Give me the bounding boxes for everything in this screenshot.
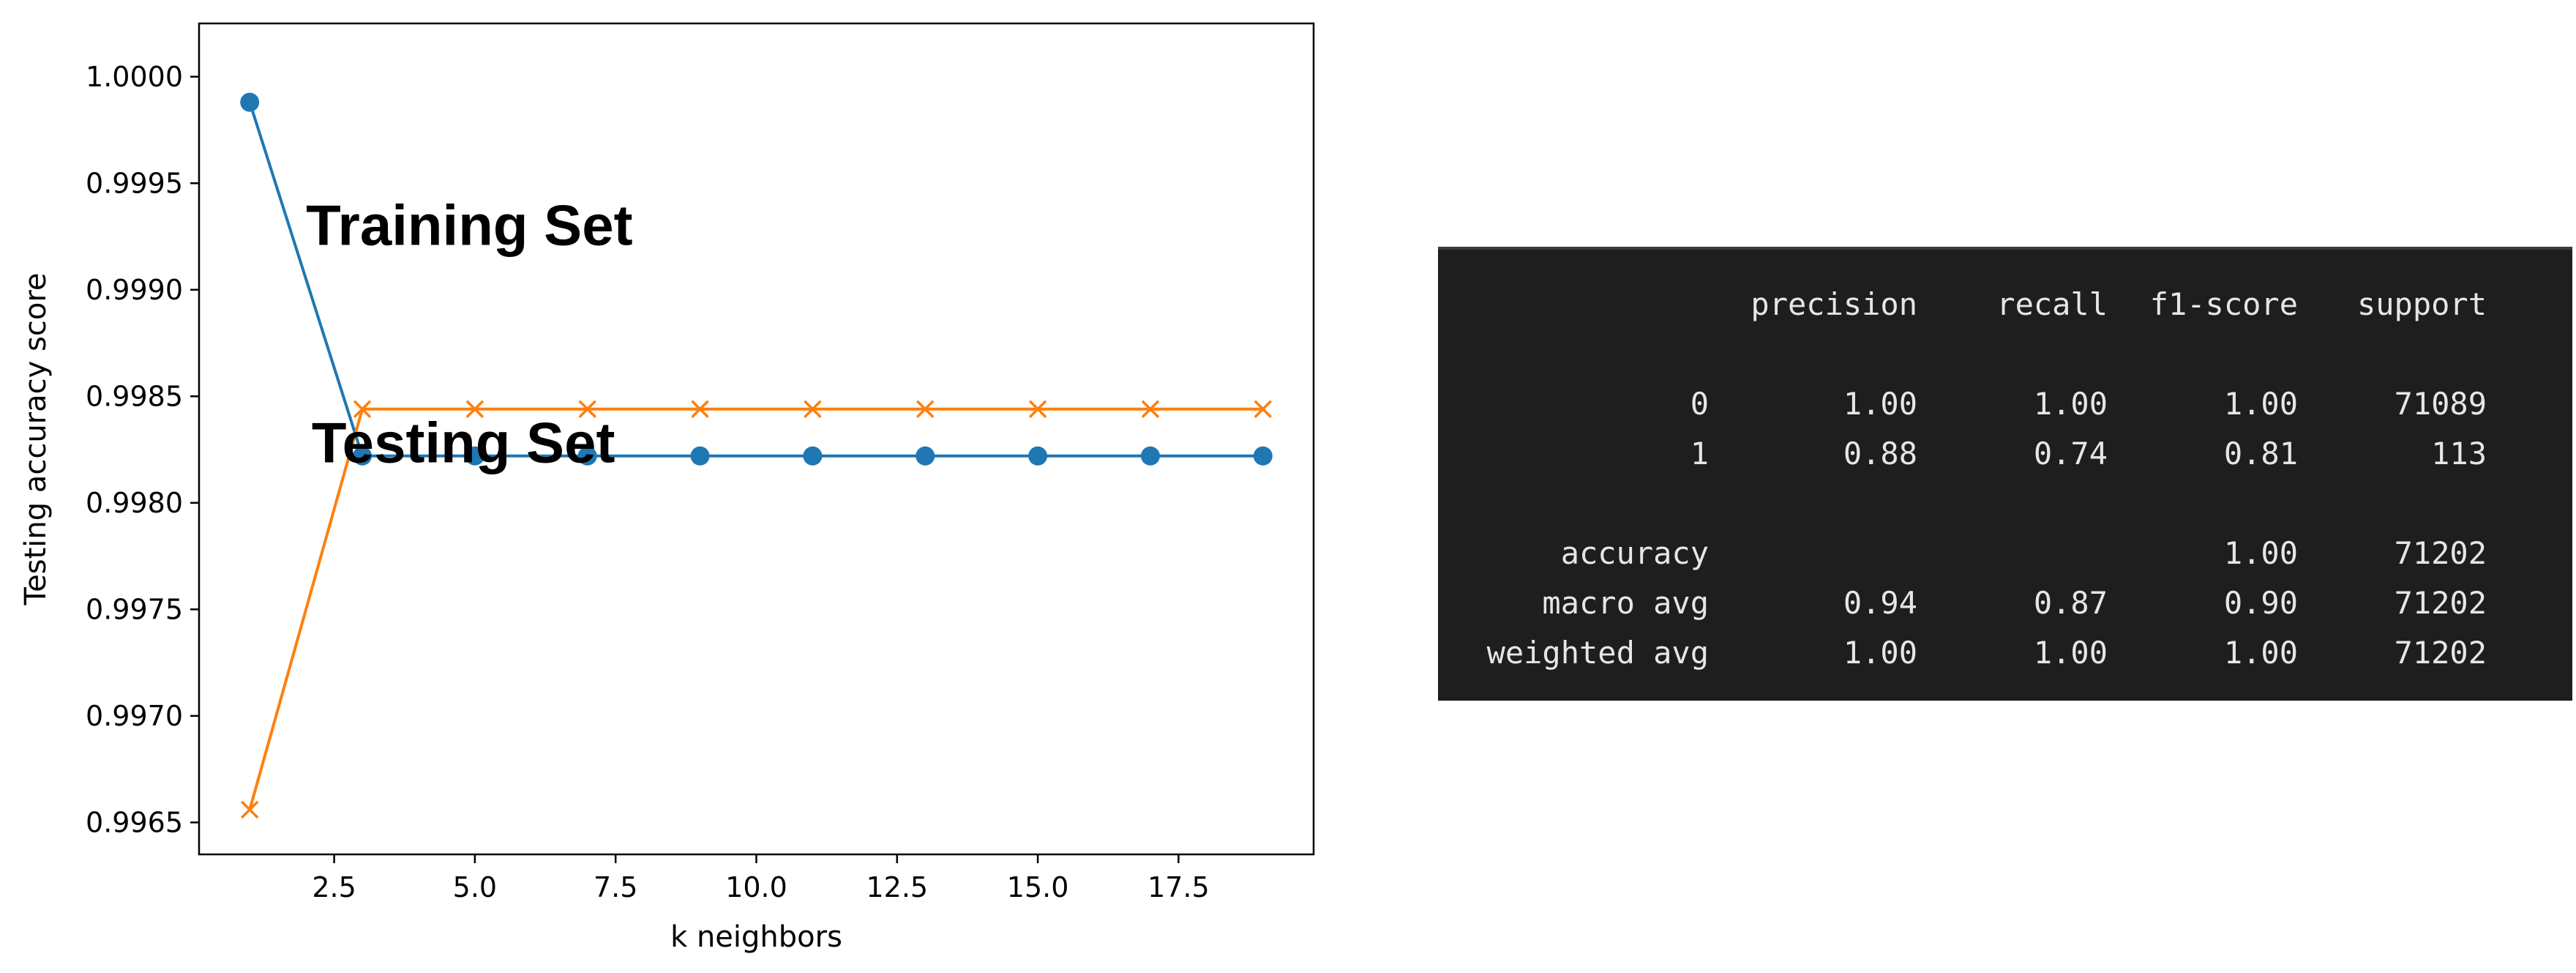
report-row-label: accuracy: [1560, 534, 1709, 571]
report-header-precision: precision: [1751, 286, 1917, 322]
report-row-accuracy: accuracy 1.00 71202: [1438, 528, 2487, 578]
report-cell-recall: 0.87: [2033, 584, 2108, 621]
series-1-point: [1028, 400, 1047, 418]
y-tick-label: 0.9995: [86, 167, 183, 199]
series-1-point: [465, 400, 484, 418]
report-cell-precision: 1.00: [1843, 634, 1917, 671]
x-tick-label: 15.0: [1007, 871, 1069, 903]
report-cell-precision: 0.88: [1843, 435, 1917, 471]
report-cell-f1-score: 1.00: [2223, 534, 2298, 571]
y-tick-label: 1.0000: [86, 61, 183, 93]
report-row-label: 0: [1690, 385, 1709, 422]
report-header-recall: recall: [1996, 286, 2108, 322]
series-0-point: [1140, 446, 1160, 466]
x-tick-label: 2.5: [312, 871, 356, 903]
series-1-point: [804, 400, 822, 418]
x-tick-label: 12.5: [866, 871, 928, 903]
series-0-point: [353, 446, 372, 466]
report-cell-f1-score: 0.90: [2223, 584, 2298, 621]
x-tick-label: 7.5: [594, 871, 637, 903]
y-tick-label: 0.9985: [86, 380, 183, 412]
y-tick-label: 0.9980: [86, 487, 183, 519]
report-cell-support: 113: [2431, 435, 2487, 471]
y-axis-title: Testing accuracy score: [19, 272, 53, 605]
report-cell-support: 71202: [2394, 584, 2487, 621]
report-cell-support: 71202: [2394, 534, 2487, 571]
report-row-label: weighted avg: [1486, 634, 1709, 671]
annotation-label: Testing Set: [312, 411, 615, 475]
series-0-point: [465, 446, 484, 466]
report-cell-f1-score: 1.00: [2223, 385, 2298, 422]
report-header-cell: [1438, 279, 1709, 329]
report-header-row: precision recall f1-score support: [1438, 279, 2487, 329]
series-1-point: [691, 400, 709, 418]
report-row-class-0: 0 1.00 1.00 1.00 71089: [1438, 379, 2487, 428]
report-row-class-1: 1 0.88 0.74 0.81 113: [1438, 428, 2487, 478]
x-tick-label: 10.0: [725, 871, 787, 903]
knn-accuracy-chart: 2.5 5.0 7.5 10.0 12.5 15.0 17.5 0.9965 0.9970 0.9…: [19, 22, 1315, 954]
annotation-label: Training Set: [306, 193, 632, 258]
x-axis-title: k neighbors: [670, 920, 842, 954]
report-row-macro-avg: macro avg 0.94 0.87 0.90 71202: [1438, 578, 2487, 627]
series-0-line: [248, 102, 1263, 458]
report-cell-support: 71089: [2394, 385, 2487, 422]
series-0-point: [240, 92, 260, 112]
report-header-f1-score: f1-score: [2149, 286, 2298, 322]
report-cell-recall: 1.00: [2033, 634, 2108, 671]
x-tick-label: 5.0: [453, 871, 497, 903]
report-cell-precision: 0.94: [1843, 584, 1917, 621]
report-header-support: support: [2356, 286, 2487, 322]
report-cell-precision: 1.00: [1843, 385, 1917, 422]
series-1-point: [240, 800, 259, 819]
report-spacer-row: [1438, 478, 2487, 528]
series-0-point: [577, 446, 597, 466]
series-1-line: [248, 407, 1263, 810]
series-0-point: [1253, 446, 1273, 466]
report-cell-f1-score: 1.00: [2223, 634, 2298, 671]
report-cell-recall: 1.00: [2033, 385, 2108, 422]
series-1-point: [353, 400, 372, 418]
classification-report-panel: precision recall f1-score support 0 1.00…: [1438, 247, 2572, 701]
report-row-weighted-avg: weighted avg 1.00 1.00 1.00 71202: [1438, 627, 2487, 677]
y-tick-label: 0.9965: [86, 806, 183, 838]
x-tick-label: 17.5: [1147, 871, 1210, 903]
series-1-point: [578, 400, 596, 418]
report-cell-recall: 0.74: [2033, 435, 2108, 471]
report-cell-f1-score: 0.81: [2223, 435, 2298, 471]
report-cell-recall: [1917, 528, 2108, 578]
y-tick-label: 0.9970: [86, 700, 183, 732]
y-tick-label: 0.9975: [86, 593, 183, 625]
report-spacer-row: [1438, 329, 2487, 379]
classification-report-table: precision recall f1-score support 0 1.00…: [1438, 279, 2487, 677]
report-cell-precision: [1709, 528, 1917, 578]
y-tick-label: 0.9990: [86, 274, 183, 306]
report-cell-support: 71202: [2394, 634, 2487, 671]
report-row-label: macro avg: [1542, 584, 1709, 621]
series-0-point: [803, 446, 823, 466]
series-1-point: [916, 400, 935, 418]
series-0-point: [1028, 446, 1048, 466]
report-row-label: 1: [1690, 435, 1709, 471]
plot-layer: 2.5 5.0 7.5 10.0 12.5 15.0 17.5 0.9965 0.9970 0.9…: [19, 22, 1315, 954]
series-0-point: [916, 446, 935, 466]
series-1-point: [1254, 400, 1273, 418]
series-1-point: [1141, 400, 1160, 418]
series-0-point: [690, 446, 710, 466]
